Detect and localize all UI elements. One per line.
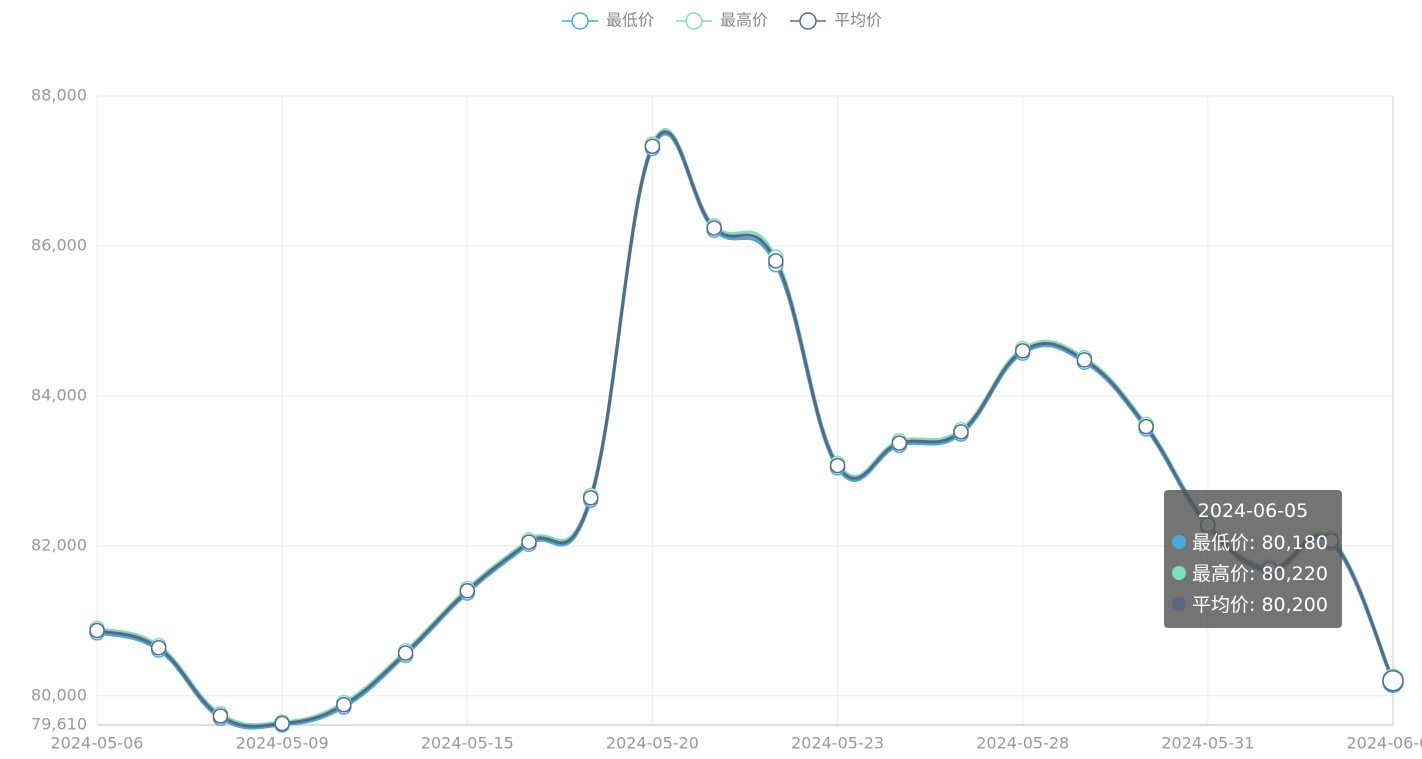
- series-line: [96, 130, 1395, 728]
- point-marker: [768, 253, 784, 269]
- tooltip-row: 最低价: 80,180: [1172, 526, 1334, 557]
- y-tick-label: 88,000: [31, 86, 87, 105]
- legend-label: 最低价: [606, 11, 654, 30]
- x-tick-label: 2024-05-31: [1161, 734, 1254, 753]
- point-marker: [953, 424, 969, 440]
- point-marker: [150, 640, 167, 656]
- tooltip-text: 平均价: 80,200: [1192, 594, 1328, 616]
- x-tick-label: 2024-05-20: [606, 734, 699, 753]
- tooltip-text: 最低价: 80,180: [1192, 532, 1328, 554]
- point-marker: [706, 220, 722, 236]
- point-marker: [459, 583, 476, 599]
- point-marker: [336, 697, 352, 713]
- point-marker: [1014, 343, 1031, 359]
- tooltip-dot: [1172, 596, 1186, 611]
- tooltip: 2024-06-05 最低价: 80,180 最高价: 80,220 平均价: 80…: [1164, 490, 1342, 628]
- legend-marker: [685, 12, 703, 30]
- x-tick-label: 2024-05-15: [421, 734, 514, 753]
- tooltip-dot: [1172, 565, 1186, 580]
- legend-label: 最高价: [720, 11, 768, 30]
- tooltip-row: 平均价: 80,200: [1172, 588, 1334, 619]
- legend-marker: [571, 12, 589, 30]
- point-marker: [644, 138, 661, 154]
- point-marker: [397, 645, 414, 661]
- x-tick-label: 2024-06-05: [1347, 734, 1422, 753]
- y-tick-label: 86,000: [31, 235, 87, 254]
- point-marker: [1382, 670, 1404, 692]
- y-tick-label: 79,610: [31, 715, 87, 734]
- point-marker: [891, 435, 908, 451]
- tooltip-title: 2024-06-05: [1197, 500, 1309, 522]
- tooltip-text: 最高价: 80,220: [1192, 563, 1328, 585]
- x-tick-label: 2024-05-23: [791, 734, 884, 753]
- tooltip-row: 最高价: 80,220: [1172, 557, 1334, 588]
- point-marker: [212, 708, 229, 724]
- point-marker: [521, 534, 537, 550]
- y-tick-label: 84,000: [31, 385, 87, 404]
- tooltip-dot: [1172, 534, 1186, 549]
- x-tick-label: 2024-05-28: [976, 734, 1069, 753]
- point-marker: [1138, 418, 1154, 435]
- x-tick-label: 2024-05-06: [51, 734, 144, 753]
- point-marker: [89, 622, 105, 639]
- y-tick-label: 82,000: [31, 535, 87, 554]
- point-marker: [274, 715, 290, 732]
- series-line: [96, 128, 1395, 727]
- legend-marker: [799, 12, 817, 30]
- series-line: [96, 132, 1395, 730]
- x-tick-label: 2024-05-09: [236, 734, 329, 753]
- point-marker: [1076, 352, 1093, 368]
- point-marker: [582, 490, 599, 506]
- y-tick-label: 80,000: [31, 685, 87, 704]
- legend-label: 平均价: [834, 11, 882, 30]
- point-marker: [829, 457, 846, 474]
